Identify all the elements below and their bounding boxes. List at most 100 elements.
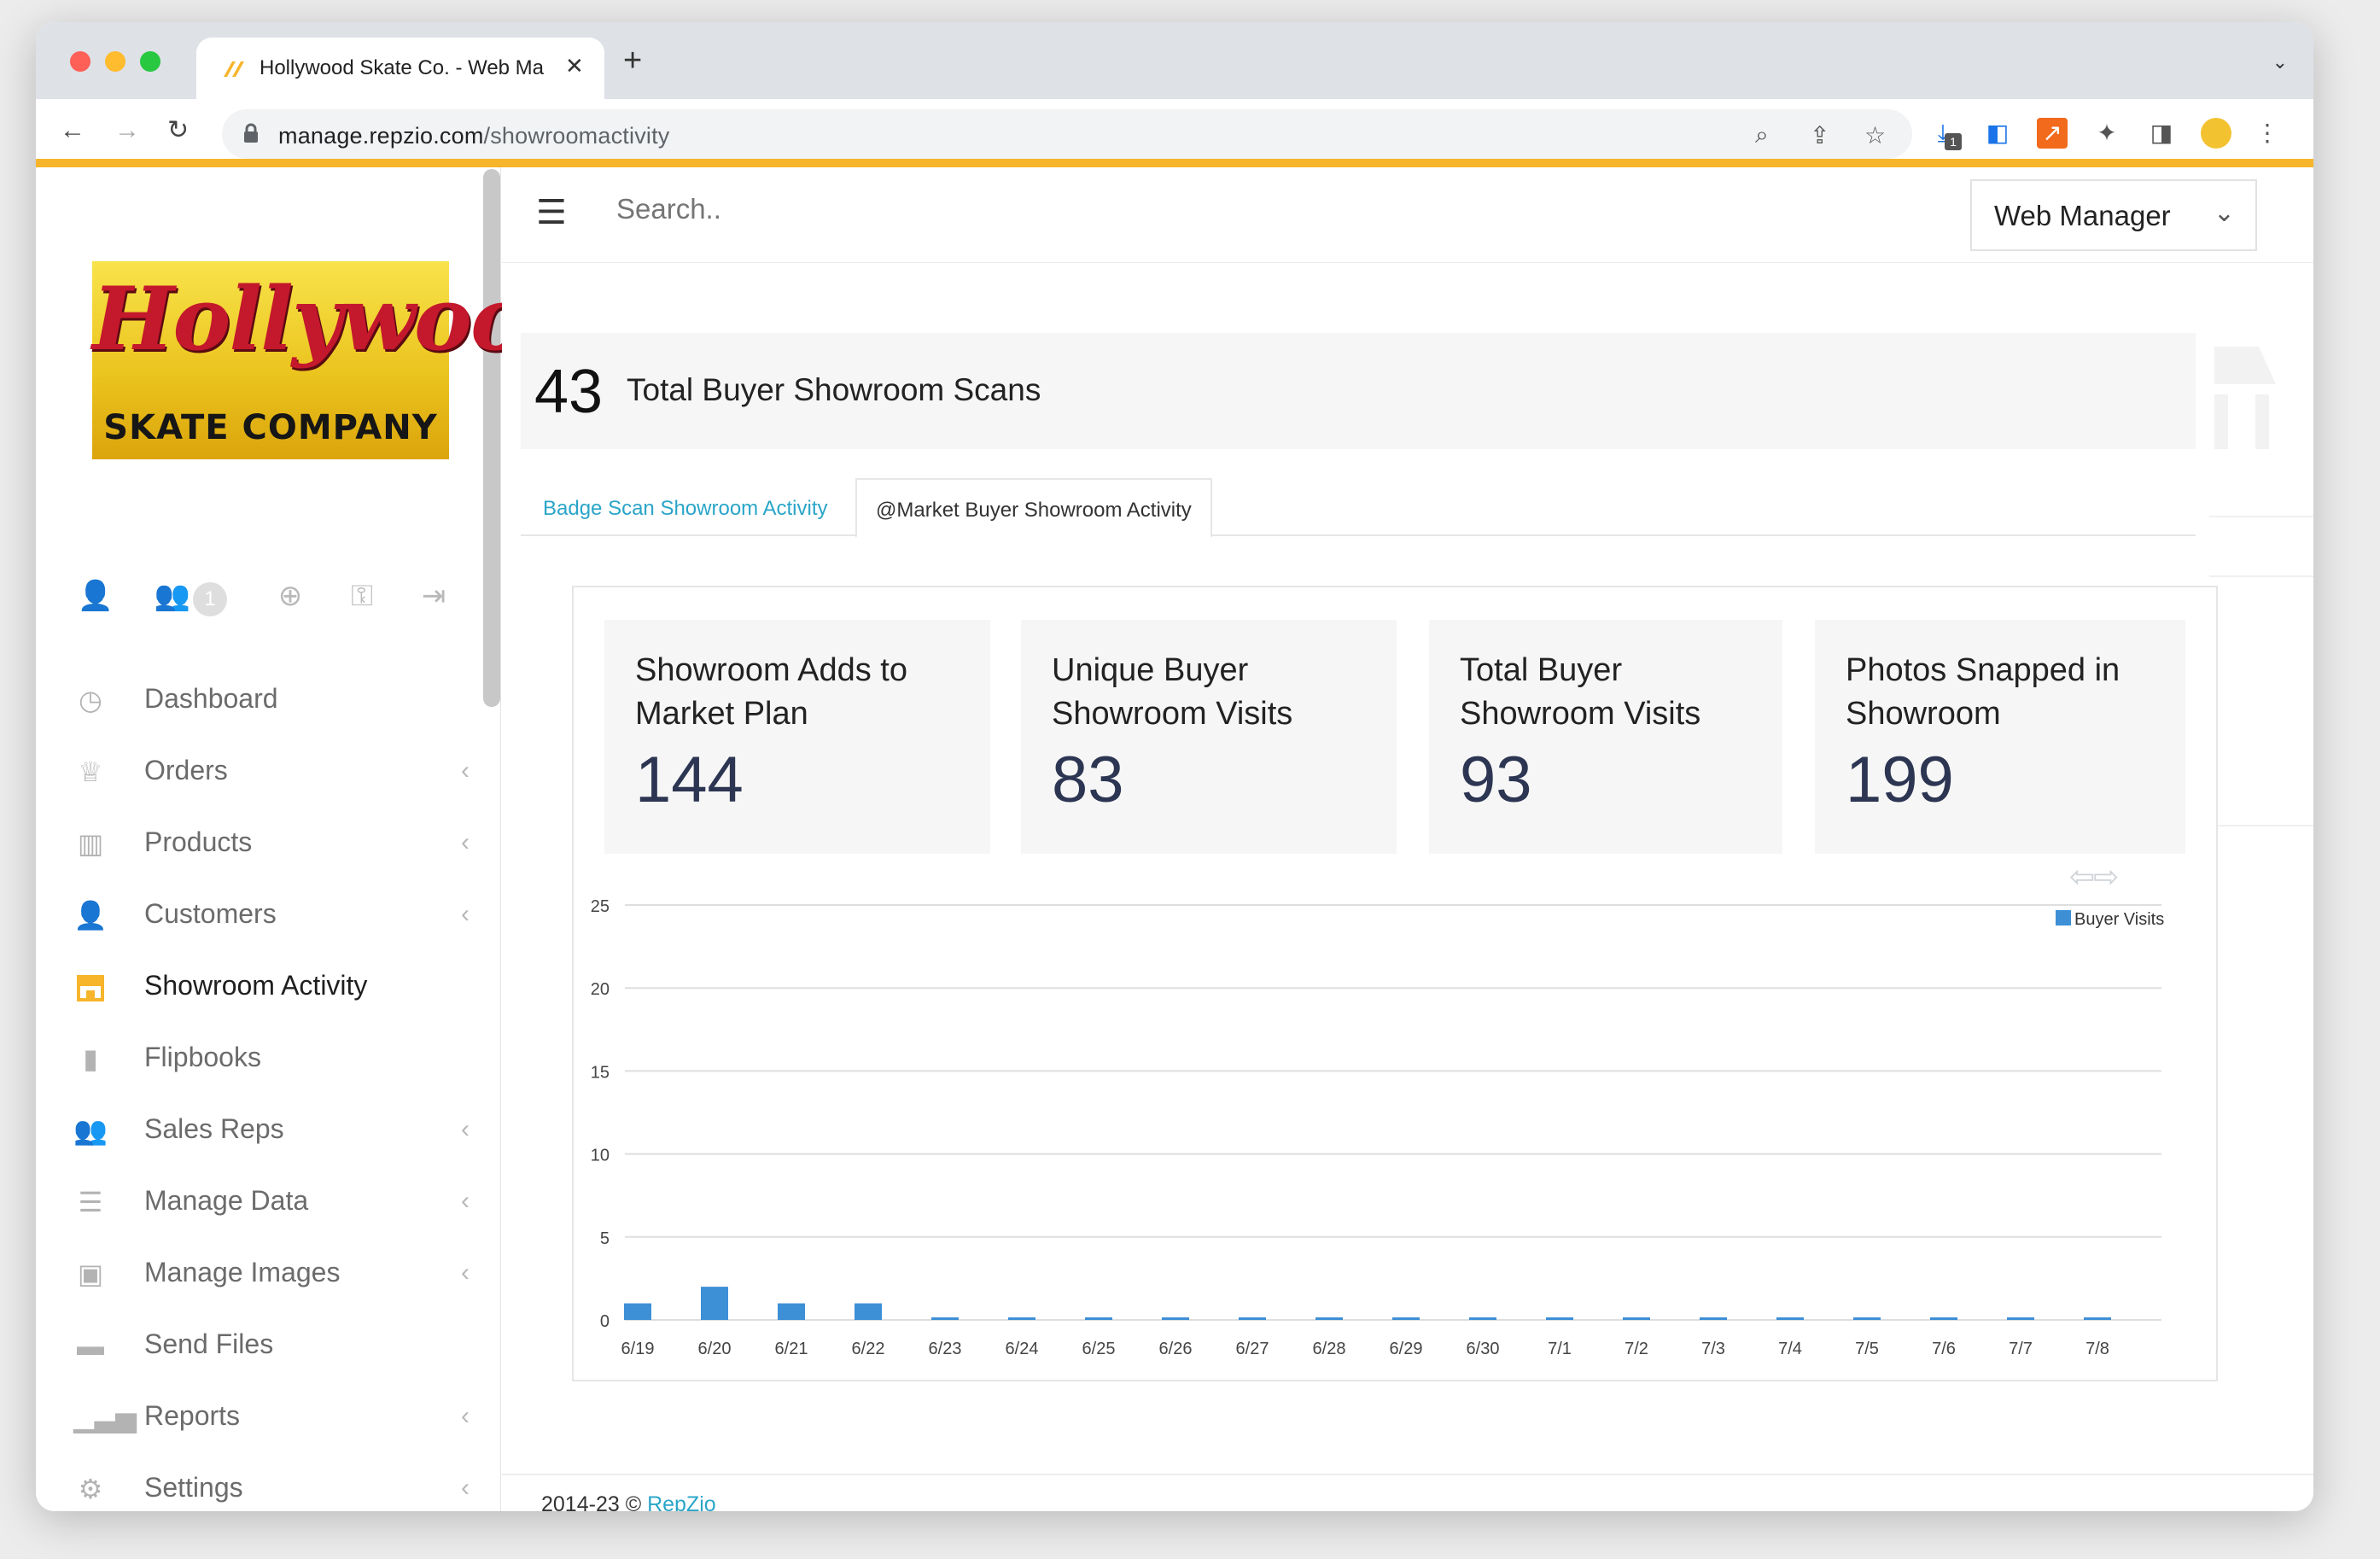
browser-tab[interactable]: Hollywood Skate Co. - Web Ma ✕ <box>196 38 604 99</box>
back-arrow-icon[interactable]: ← <box>60 116 85 144</box>
chart-bar[interactable] <box>855 1303 882 1320</box>
chart-bar[interactable] <box>1853 1317 1881 1320</box>
book-icon: ▮ <box>83 1043 98 1074</box>
sidebar-item-orders[interactable]: ♕ Orders ‹ <box>36 734 501 806</box>
sidebar-item-showroom-activity[interactable]: Showroom Activity <box>36 949 501 1021</box>
sidebar-item-label: Manage Data <box>144 1185 309 1216</box>
chart-bar[interactable] <box>1623 1317 1650 1320</box>
sidebar-item-flipbooks[interactable]: ▮ Flipbooks <box>36 1021 501 1093</box>
sidebar-item-products[interactable]: ▥ Products ‹ <box>36 806 501 878</box>
chart-bar[interactable] <box>1008 1317 1035 1320</box>
stopwatch-icon: ◷ <box>79 685 102 715</box>
forward-arrow-icon[interactable]: → <box>114 116 140 144</box>
chart-bar[interactable] <box>1546 1317 1573 1320</box>
chart-bar[interactable] <box>624 1303 651 1320</box>
x-tick-label: 6/23 <box>929 1340 962 1358</box>
close-window-button[interactable] <box>70 51 90 72</box>
sidebar-item-settings[interactable]: ⚙ Settings ‹ <box>36 1451 501 1511</box>
sidebar-item-label: Manage Images <box>144 1257 341 1287</box>
role-dropdown[interactable]: Web Manager ⌄ <box>1970 179 2257 251</box>
chart-bar[interactable] <box>2007 1317 2034 1320</box>
chart-bar[interactable] <box>931 1317 959 1320</box>
tab-strip: Hollywood Skate Co. - Web Ma ✕ + ⌄ <box>36 22 2313 99</box>
repzio-link[interactable]: RepZio <box>647 1492 716 1511</box>
key-icon[interactable]: ⚿ <box>351 580 373 612</box>
chart-bar[interactable] <box>1469 1317 1496 1320</box>
zoom-icon[interactable]: ⌕ <box>1755 121 1769 148</box>
sidebar-item-sales-reps[interactable]: 👥 Sales Reps ‹ <box>36 1093 501 1165</box>
chevron-left-icon: ‹ <box>461 1258 470 1287</box>
chart-bar[interactable] <box>778 1303 805 1320</box>
side-panel-icon[interactable]: ◨ <box>2150 120 2173 146</box>
extension-chart-icon[interactable]: ↗ <box>2037 118 2068 149</box>
legend-label[interactable]: Buyer Visits <box>2074 910 2164 929</box>
reload-icon[interactable]: ↻ <box>167 116 190 144</box>
close-tab-icon[interactable]: ✕ <box>565 53 584 79</box>
maximize-window-button[interactable] <box>140 51 160 72</box>
chart-bar[interactable] <box>1776 1317 1804 1320</box>
extension-tag-icon[interactable]: ◧ <box>1986 120 2010 146</box>
support-lifebuoy-icon[interactable]: ⊕ <box>277 580 303 612</box>
sidebar-item-customers[interactable]: 👤 Customers ‹ <box>36 878 501 949</box>
search-input[interactable] <box>616 193 1129 225</box>
total-scans-value: 43 <box>534 358 604 426</box>
stat-label: Showroom Adds to Market Plan <box>635 652 907 732</box>
extensions-puzzle-icon[interactable]: ✦ <box>2097 120 2117 146</box>
chart-bar[interactable] <box>1930 1317 1957 1320</box>
profile-avatar[interactable] <box>2201 118 2231 149</box>
x-tick-label: 6/25 <box>1082 1340 1116 1358</box>
logout-icon[interactable]: ⇥ <box>421 580 446 612</box>
sidebar-item-dashboard[interactable]: ◷ Dashboard <box>36 663 501 734</box>
chart-bar[interactable] <box>1700 1317 1727 1320</box>
tab-badge-scan-activity[interactable]: Badge Scan Showroom Activity <box>543 497 828 520</box>
y-tick-label: 10 <box>591 1147 610 1165</box>
x-tick-label: 7/3 <box>1701 1340 1725 1358</box>
bookmark-star-icon[interactable]: ☆ <box>1864 122 1887 149</box>
accent-bar <box>36 159 2313 167</box>
sidebar-item-label: Orders <box>144 755 228 785</box>
sidebar-item-manage-images[interactable]: ▣ Manage Images ‹ <box>36 1236 501 1308</box>
sidebar-item-label: Dashboard <box>144 683 278 714</box>
browser-menu-icon[interactable]: ⋮ <box>2255 120 2279 146</box>
sidebar-scrollbar[interactable] <box>483 169 500 707</box>
stat-value: 199 <box>1846 744 1954 816</box>
y-tick-label: 25 <box>591 897 610 916</box>
sidebar-item-reports[interactable]: ▁▃▅ Reports ‹ <box>36 1380 501 1451</box>
users-icon: 👥 <box>73 1115 108 1146</box>
stat-card-photos-snapped: Photos Snapped in Showroom 199 <box>1815 620 2185 854</box>
chart-pan-arrows-icon[interactable]: ⇦⇨ <box>2069 859 2119 894</box>
logo-sub-text: SKATE COMPANY <box>103 408 438 447</box>
chart-bar[interactable] <box>1239 1317 1266 1320</box>
minimize-window-button[interactable] <box>105 51 125 72</box>
x-tick-label: 6/24 <box>1006 1340 1039 1358</box>
tab-market-activity[interactable]: @Market Buyer Showroom Activity <box>855 478 1212 538</box>
divider <box>2209 825 2313 826</box>
company-logo[interactable]: Hollywood SKATE COMPANY <box>92 261 587 459</box>
chart-bar[interactable] <box>1162 1317 1189 1320</box>
team-count-badge: 1 <box>193 582 227 616</box>
address-bar[interactable]: manage.repzio.com/showroomactivity ⌕ ⇪ ☆ <box>222 109 1912 159</box>
sidebar-item-send-files[interactable]: ▬ Send Files <box>36 1308 501 1380</box>
share-icon[interactable]: ⇪ <box>1810 122 1830 149</box>
top-navbar: ☰ Web Manager ⌄ <box>502 167 2313 263</box>
y-tick-label: 5 <box>600 1229 610 1248</box>
image-icon: ▣ <box>77 1258 104 1289</box>
total-scans-card: 43 Total Buyer Showroom Scans <box>521 333 2196 449</box>
team-icon[interactable]: 👥 <box>154 580 191 612</box>
profile-icon[interactable]: 👤 <box>77 580 114 612</box>
download-icon[interactable]: ⤓ 1 <box>1928 118 1962 150</box>
chevron-left-icon: ‹ <box>461 1115 470 1143</box>
chart-bar[interactable] <box>701 1287 728 1320</box>
chart-bar[interactable] <box>1392 1317 1420 1320</box>
chart-bar[interactable] <box>2084 1317 2111 1320</box>
new-tab-button[interactable]: + <box>623 43 643 79</box>
footer: 2014-23 © RepZio <box>502 1474 2313 1511</box>
y-tick-label: 15 <box>591 1063 610 1082</box>
sidebar-item-label: Settings <box>144 1472 243 1503</box>
chart-bar[interactable] <box>1315 1317 1343 1320</box>
hamburger-menu-icon[interactable]: ☰ <box>536 194 567 231</box>
x-tick-label: 6/26 <box>1159 1340 1193 1358</box>
sidebar-item-manage-data[interactable]: ☰ Manage Data ‹ <box>36 1165 501 1236</box>
chart-bar[interactable] <box>1085 1317 1112 1320</box>
tab-search-chevron-icon[interactable]: ⌄ <box>2272 51 2288 73</box>
